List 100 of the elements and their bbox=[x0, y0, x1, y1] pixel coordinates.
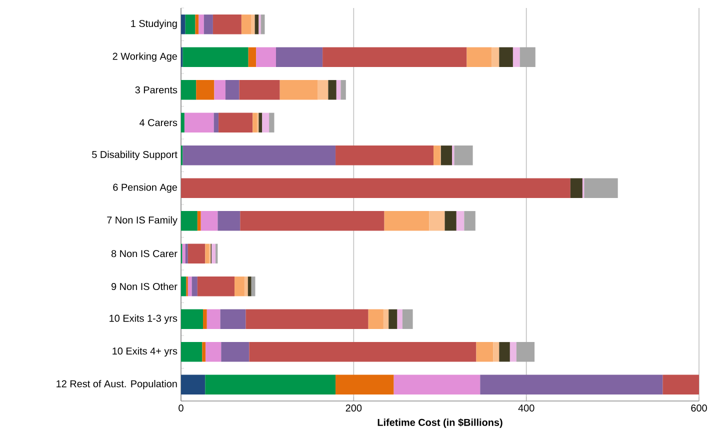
y-tick-label: 10 Exits 4+ yrs bbox=[112, 347, 178, 357]
bar bbox=[234, 276, 244, 296]
bar bbox=[244, 276, 248, 296]
x-axis-title: Lifetime Cost (in $Billions) bbox=[378, 418, 502, 428]
bar bbox=[397, 309, 402, 329]
bar bbox=[221, 342, 250, 362]
bar bbox=[258, 112, 262, 132]
bar bbox=[384, 211, 430, 231]
y-tick-label: 8 Non IS Carer bbox=[111, 250, 178, 258]
bar bbox=[203, 309, 207, 329]
bar bbox=[584, 178, 618, 198]
bar bbox=[198, 14, 204, 34]
bar bbox=[269, 112, 274, 132]
bar bbox=[368, 309, 384, 329]
bar bbox=[454, 146, 473, 166]
bar bbox=[499, 342, 510, 362]
bar bbox=[440, 146, 452, 166]
y-tick-label: 7 Non IS Family bbox=[107, 216, 178, 226]
bar bbox=[240, 211, 384, 231]
y-tick-label: 4 Carers bbox=[140, 119, 178, 126]
bar bbox=[510, 342, 516, 362]
bar bbox=[492, 47, 500, 67]
y-tick-label: 1 Studying bbox=[131, 20, 177, 30]
bar bbox=[402, 309, 413, 329]
bar bbox=[444, 211, 456, 231]
x-tick-label: 0 bbox=[178, 404, 184, 412]
bar bbox=[212, 14, 242, 34]
bar bbox=[197, 276, 235, 296]
bar bbox=[512, 47, 520, 67]
bar bbox=[212, 244, 216, 264]
bar bbox=[204, 14, 213, 34]
bar bbox=[181, 80, 196, 100]
bar bbox=[429, 211, 445, 231]
bar bbox=[181, 14, 186, 34]
bar bbox=[220, 309, 246, 329]
bar bbox=[205, 374, 336, 394]
bar bbox=[456, 211, 464, 231]
bar bbox=[340, 80, 346, 100]
bar bbox=[218, 112, 253, 132]
y-tick-label: 5 Disability Support bbox=[92, 150, 178, 160]
bar bbox=[662, 374, 700, 394]
bar bbox=[248, 276, 252, 296]
bar bbox=[182, 244, 186, 264]
bar bbox=[185, 244, 188, 264]
bar bbox=[336, 146, 434, 166]
bar bbox=[188, 244, 206, 264]
y-tick-label: 6 Pension Age bbox=[113, 183, 178, 193]
bar bbox=[480, 374, 663, 394]
bar bbox=[184, 112, 214, 132]
bar bbox=[262, 112, 270, 132]
bar bbox=[256, 47, 276, 67]
bar bbox=[188, 276, 192, 296]
bar bbox=[248, 47, 256, 67]
bar bbox=[394, 374, 480, 394]
bar bbox=[195, 14, 199, 34]
bar bbox=[181, 178, 570, 198]
bar bbox=[181, 309, 204, 329]
bar bbox=[249, 342, 476, 362]
bar bbox=[181, 211, 198, 231]
bar bbox=[196, 80, 214, 100]
bar bbox=[383, 309, 389, 329]
bar bbox=[218, 211, 240, 231]
x-tick-label: 400 bbox=[518, 404, 534, 412]
y-tick-label: 9 Non IS Other bbox=[112, 282, 178, 290]
bar bbox=[516, 342, 535, 362]
bar bbox=[200, 211, 218, 231]
x-tick-label: 600 bbox=[691, 404, 707, 412]
bar bbox=[192, 276, 198, 296]
bar bbox=[225, 80, 240, 100]
bar bbox=[181, 374, 206, 394]
bar bbox=[322, 47, 467, 67]
x-tick-label: 200 bbox=[346, 404, 362, 412]
bar bbox=[388, 309, 398, 329]
bar bbox=[239, 80, 280, 100]
bar bbox=[202, 342, 206, 362]
bar bbox=[206, 309, 220, 329]
bar bbox=[197, 211, 201, 231]
bar bbox=[251, 276, 256, 296]
bar bbox=[181, 112, 184, 132]
bar bbox=[499, 47, 513, 67]
bar bbox=[241, 14, 252, 34]
bar bbox=[251, 14, 255, 34]
y-tick-label: 10 Exits 1-3 yrs bbox=[110, 314, 178, 324]
bar bbox=[336, 374, 394, 394]
bar bbox=[181, 276, 186, 296]
bar bbox=[476, 342, 494, 362]
bar bbox=[214, 80, 226, 100]
bar bbox=[336, 80, 341, 100]
bar bbox=[493, 342, 500, 362]
bar bbox=[466, 47, 492, 67]
bar bbox=[182, 47, 248, 67]
bar bbox=[570, 178, 582, 198]
y-tick-label: 12 Rest of Aust. Population bbox=[56, 380, 177, 390]
bar bbox=[252, 112, 257, 132]
bar bbox=[318, 80, 328, 100]
bar bbox=[520, 47, 536, 67]
bar bbox=[206, 342, 222, 362]
bar bbox=[181, 342, 202, 362]
bar bbox=[205, 244, 210, 264]
bar bbox=[214, 112, 219, 132]
